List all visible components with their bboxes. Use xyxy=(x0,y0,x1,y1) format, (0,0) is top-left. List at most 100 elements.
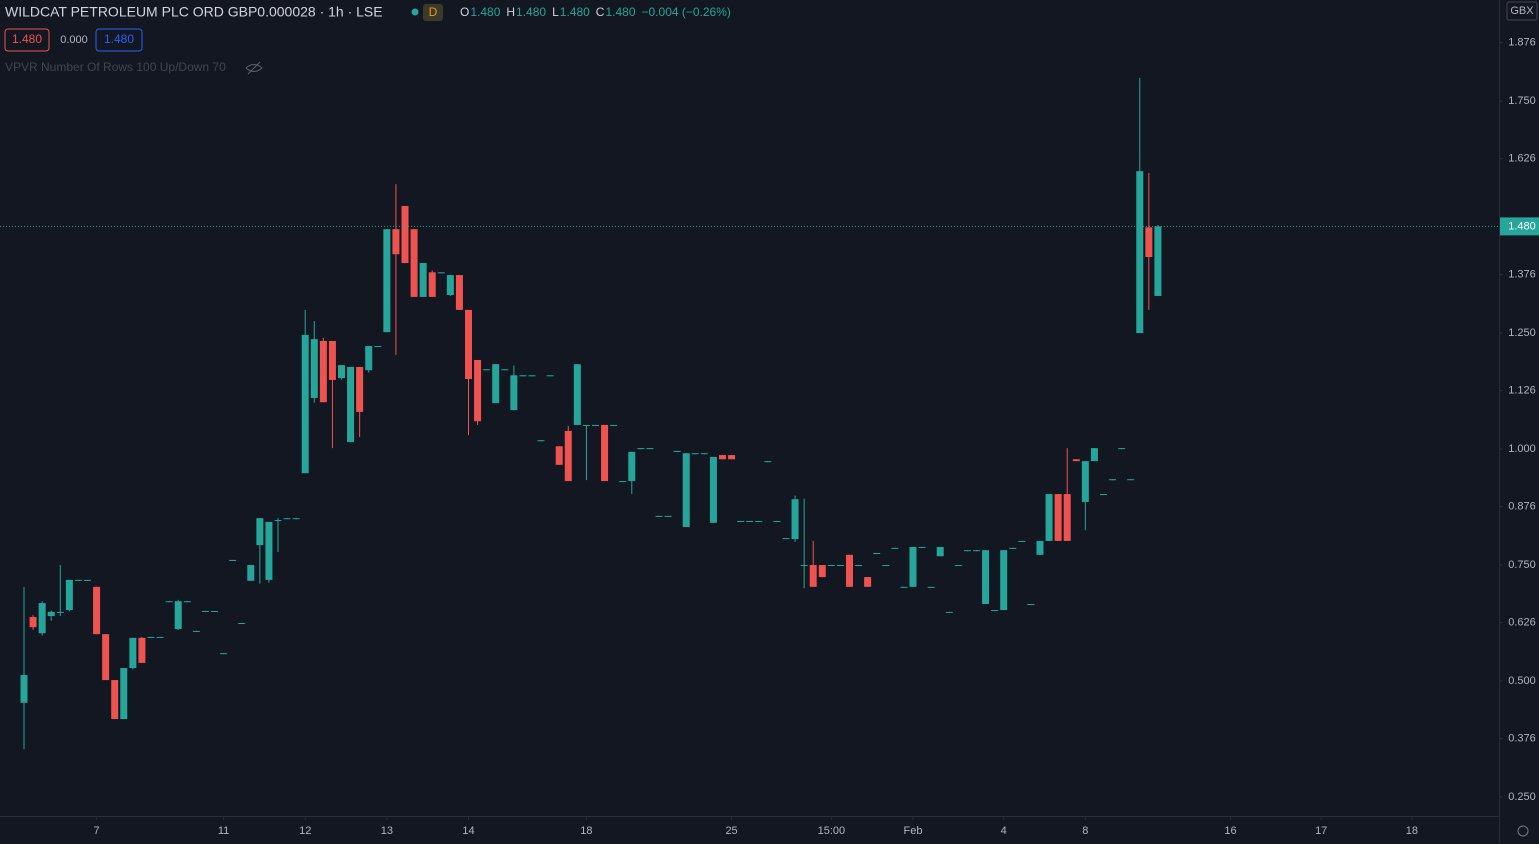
y-tick-label: 1.876 xyxy=(1508,37,1536,49)
candle-body xyxy=(446,275,454,296)
candle-body xyxy=(773,520,781,522)
candle-body xyxy=(1081,461,1089,502)
candle-body xyxy=(337,365,345,379)
candle-body xyxy=(464,309,472,380)
change: −0.004 (−0.26%) xyxy=(642,5,731,19)
y-tick-label: 1.000 xyxy=(1508,443,1536,455)
candle-body xyxy=(891,547,899,549)
candle-body xyxy=(972,550,980,552)
candle-body xyxy=(192,630,200,632)
candle-body xyxy=(564,430,572,482)
candle-body xyxy=(238,623,246,625)
candle-body xyxy=(283,518,291,520)
candle-body xyxy=(365,346,373,371)
candle-body xyxy=(1145,227,1153,258)
candle-body xyxy=(1072,459,1080,462)
candle-body xyxy=(909,546,917,587)
candle-body xyxy=(818,565,826,578)
candle-body xyxy=(791,499,799,540)
candle-body xyxy=(882,565,890,567)
x-tick-label: 7 xyxy=(94,825,100,837)
y-tick-label: 0.626 xyxy=(1508,616,1536,628)
candle-body xyxy=(809,565,817,587)
x-tick-label: 4 xyxy=(1001,825,1007,837)
readout-value: 1.480 xyxy=(516,5,546,19)
candle-body xyxy=(864,577,872,587)
candle-body xyxy=(455,275,463,310)
candle-body xyxy=(501,369,509,371)
candle-body xyxy=(265,521,273,580)
y-tick-label: 0.250 xyxy=(1508,791,1536,803)
y-tick-label: 1.126 xyxy=(1508,385,1536,397)
candle-body xyxy=(936,546,944,557)
candle-body xyxy=(746,520,754,522)
candle-body xyxy=(519,375,527,377)
candle-body xyxy=(65,579,73,611)
candle-body xyxy=(129,637,137,669)
candle-body xyxy=(410,229,418,297)
candle-body xyxy=(764,461,772,463)
candle-body xyxy=(374,346,382,348)
candle-body xyxy=(20,674,28,703)
candle-body xyxy=(156,636,164,638)
readout-key: H xyxy=(506,5,515,19)
candle-body xyxy=(900,586,908,588)
candle-body xyxy=(310,339,318,399)
candle-body xyxy=(682,453,690,527)
spread: 0.000 xyxy=(60,34,88,46)
candle-body xyxy=(637,448,645,450)
x-tick-label: Feb xyxy=(904,825,923,837)
candle-body xyxy=(927,586,935,588)
candle-body xyxy=(628,451,636,482)
candle-body xyxy=(664,515,672,517)
y-tick-label: 1.376 xyxy=(1508,269,1536,281)
candle-body xyxy=(1000,550,1008,611)
x-tick-label: 18 xyxy=(1406,825,1418,837)
candle-body xyxy=(474,359,482,422)
candle-body xyxy=(800,565,808,567)
candle-body xyxy=(229,559,237,561)
candle-body xyxy=(1099,494,1107,496)
readout-value: 1.480 xyxy=(470,5,500,19)
last-price-box xyxy=(1500,217,1539,236)
ask: 1.480 xyxy=(104,32,134,46)
candle-body xyxy=(537,440,545,442)
badge: D xyxy=(429,5,438,19)
candle-body xyxy=(256,518,264,546)
indicator: VPVR Number Of Rows 100 Up/Down 70 xyxy=(5,60,226,74)
x-tick-label: 16 xyxy=(1224,825,1236,837)
candle-body xyxy=(918,546,926,548)
badge-box[interactable] xyxy=(423,4,443,21)
candle-body xyxy=(573,364,581,425)
candle-body xyxy=(120,668,128,720)
candle-body xyxy=(392,229,400,255)
candle-body xyxy=(102,634,110,681)
candle-body xyxy=(356,366,364,412)
candle-body xyxy=(93,586,101,635)
candle-body xyxy=(1118,448,1126,450)
candle-body xyxy=(737,520,745,522)
candle-body xyxy=(954,565,962,567)
x-tick-label: 8 xyxy=(1082,825,1088,837)
settings-icon[interactable] xyxy=(1517,825,1529,837)
candle-body xyxy=(147,636,155,638)
candle-body xyxy=(165,601,173,603)
y-tick-label: 0.750 xyxy=(1508,559,1536,571)
bid: 1.480 xyxy=(12,32,42,46)
x-tick-label: 15:00 xyxy=(818,825,846,837)
candle-body xyxy=(47,611,55,617)
y-tick-label: 1.626 xyxy=(1508,153,1536,165)
candle-body xyxy=(1045,494,1053,541)
y-tick-label: 0.376 xyxy=(1508,732,1536,744)
x-tick-label: 18 xyxy=(580,825,592,837)
candle-body xyxy=(845,554,853,587)
hide-icon[interactable] xyxy=(245,61,263,75)
status-dot xyxy=(411,8,419,16)
candle-body xyxy=(691,453,699,455)
y-tick-label: 1.250 xyxy=(1508,327,1536,339)
candle-body xyxy=(483,369,491,371)
candle-body xyxy=(945,611,953,613)
candle-body xyxy=(319,340,327,403)
last-price-label: 1.480 xyxy=(1508,220,1536,232)
candle-body xyxy=(673,450,681,452)
